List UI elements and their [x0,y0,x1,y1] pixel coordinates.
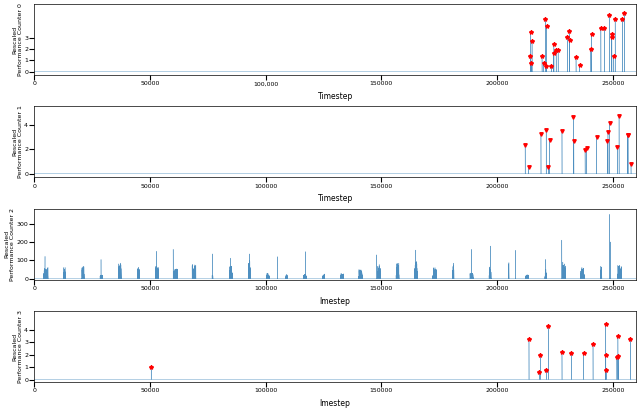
X-axis label: Timestep: Timestep [317,92,353,101]
Y-axis label: Rescaled
Performance Counter 2: Rescaled Performance Counter 2 [4,208,15,281]
X-axis label: Imestep: Imestep [319,297,351,306]
X-axis label: Timestep: Timestep [317,194,353,203]
Y-axis label: Rescaled
Performance Counter 1: Rescaled Performance Counter 1 [12,105,22,178]
X-axis label: Imestep: Imestep [319,399,351,408]
Y-axis label: Rescaled
Performance Counter 3: Rescaled Performance Counter 3 [12,310,22,383]
Y-axis label: Rescaled
Performance Counter 0: Rescaled Performance Counter 0 [12,3,22,76]
